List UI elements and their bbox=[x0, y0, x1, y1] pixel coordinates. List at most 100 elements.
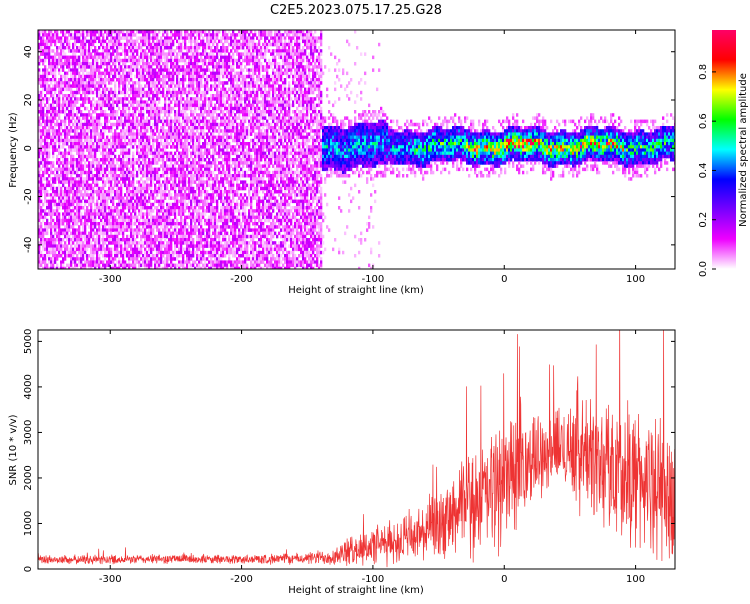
spectrogram-cell bbox=[180, 199, 183, 204]
spectrogram-cell bbox=[116, 161, 119, 165]
spectrogram-cell bbox=[56, 110, 59, 114]
spectrogram-cell bbox=[110, 247, 113, 252]
spectrogram-cell bbox=[132, 55, 135, 60]
spectrogram-cell bbox=[126, 254, 129, 258]
spectrogram-cell bbox=[60, 170, 63, 175]
spectrogram-cell bbox=[190, 167, 193, 172]
spectrogram-cell bbox=[170, 177, 173, 181]
spectrogram-cell bbox=[202, 84, 205, 88]
spectrogram-cell bbox=[194, 202, 197, 207]
spectrogram-cell bbox=[116, 196, 119, 200]
spectrogram-cell bbox=[146, 52, 149, 56]
spectrogram-cell bbox=[38, 58, 41, 63]
spectrogram-cell bbox=[158, 260, 161, 264]
spectrogram-cell bbox=[140, 228, 143, 232]
spectrogram-cell bbox=[150, 100, 153, 104]
spectrogram-cell bbox=[178, 52, 181, 56]
spectrogram-cell bbox=[184, 154, 187, 159]
spectrogram-cell bbox=[156, 161, 159, 165]
spectrogram-cell bbox=[156, 225, 159, 229]
spectrogram-cell bbox=[178, 180, 181, 184]
spectrogram-cell bbox=[200, 228, 203, 232]
spectrogram-cell bbox=[100, 122, 103, 127]
spectrogram-cell bbox=[50, 231, 53, 236]
spectrogram-cell bbox=[202, 190, 205, 194]
spectrogram-cell bbox=[56, 254, 59, 258]
spectrogram-cell bbox=[66, 231, 69, 236]
spectrogram-cell bbox=[96, 247, 99, 252]
spectrogram-cell bbox=[120, 209, 123, 213]
spectrogram-cell bbox=[190, 215, 193, 220]
spectrogram-cell bbox=[118, 193, 121, 197]
spectrogram-cell bbox=[58, 68, 61, 72]
spectrogram-cell bbox=[98, 90, 101, 95]
spectrogram-cell bbox=[104, 122, 107, 127]
spectrogram-cell bbox=[164, 225, 167, 229]
spectrogram-cell bbox=[196, 218, 199, 223]
spectrogram-cell bbox=[80, 250, 83, 255]
spectrogram-cell bbox=[88, 119, 91, 124]
spectrogram-cell bbox=[56, 129, 59, 133]
spectrogram-cell bbox=[92, 145, 95, 149]
spectrogram-cell bbox=[116, 142, 119, 146]
spectrogram-cell bbox=[100, 196, 103, 200]
spectrogram-cell bbox=[96, 199, 99, 204]
spectrogram-cell bbox=[64, 138, 67, 143]
spectrogram-cell bbox=[166, 30, 169, 34]
spectrogram-cell bbox=[160, 193, 163, 197]
spectrogram-cell bbox=[142, 148, 145, 152]
spectrogram-cell bbox=[76, 129, 79, 133]
spectrogram-cell bbox=[70, 158, 73, 162]
spectrogram-cell bbox=[120, 263, 123, 268]
spectrogram-cell bbox=[198, 33, 201, 37]
spectrogram-cell bbox=[98, 257, 101, 261]
spectrogram-cell bbox=[82, 135, 85, 140]
spectrogram-cell bbox=[160, 68, 163, 72]
spectrogram-cell bbox=[66, 202, 69, 207]
spectrogram-cell bbox=[150, 78, 153, 82]
spectrogram-cell bbox=[72, 206, 75, 210]
spectrogram-cell bbox=[66, 113, 69, 117]
spectrogram-cell bbox=[80, 177, 83, 181]
spectrogram-cell bbox=[66, 74, 69, 79]
spectrogram-cell bbox=[84, 129, 87, 133]
spectrogram-cell bbox=[100, 142, 103, 146]
spectrogram-cell bbox=[128, 113, 131, 117]
spectrogram-cell bbox=[196, 103, 199, 108]
spectrogram-cell bbox=[152, 135, 155, 140]
spectrogram-cell bbox=[58, 110, 61, 114]
spectrogram-cell bbox=[142, 206, 145, 210]
spectrogram-cell bbox=[52, 148, 55, 152]
spectrogram-cell bbox=[128, 228, 131, 232]
spectrogram-cell bbox=[48, 84, 51, 88]
spectrogram-cell bbox=[50, 55, 53, 60]
spectrogram-cell bbox=[68, 129, 71, 133]
spectrogram-cell bbox=[158, 129, 161, 133]
spectrogram-cell bbox=[196, 116, 199, 120]
spectrogram-cell bbox=[106, 71, 109, 76]
spectrogram-cell bbox=[178, 247, 181, 252]
spectrogram-cell bbox=[50, 33, 53, 37]
spectrogram-cell bbox=[182, 202, 185, 207]
spectrogram-cell bbox=[98, 238, 101, 242]
spectrogram-cell bbox=[114, 148, 117, 152]
spectrogram-cell bbox=[108, 177, 111, 181]
spectrogram-cell bbox=[132, 183, 135, 188]
spectrogram-cell bbox=[116, 58, 119, 63]
spectrogram-cell bbox=[70, 116, 73, 120]
spectrogram-cell bbox=[74, 58, 77, 63]
spectrogram-cell bbox=[68, 55, 71, 60]
spectrogram-cell bbox=[200, 132, 203, 136]
spectrogram-cell bbox=[72, 180, 75, 184]
spectrogram-cell bbox=[162, 148, 165, 152]
spectrogram-cell bbox=[80, 87, 83, 92]
spectrogram-cell bbox=[74, 231, 77, 236]
spectrogram-cell bbox=[84, 49, 87, 53]
spectrogram-cell bbox=[110, 103, 113, 108]
spectrogram-cell bbox=[190, 174, 193, 178]
spectrogram-cell bbox=[70, 58, 73, 63]
spectrogram-cell bbox=[118, 266, 121, 269]
spectrogram-cell bbox=[154, 100, 157, 104]
spectrogram-cell bbox=[144, 222, 147, 226]
spectrogram-cell bbox=[82, 234, 85, 239]
